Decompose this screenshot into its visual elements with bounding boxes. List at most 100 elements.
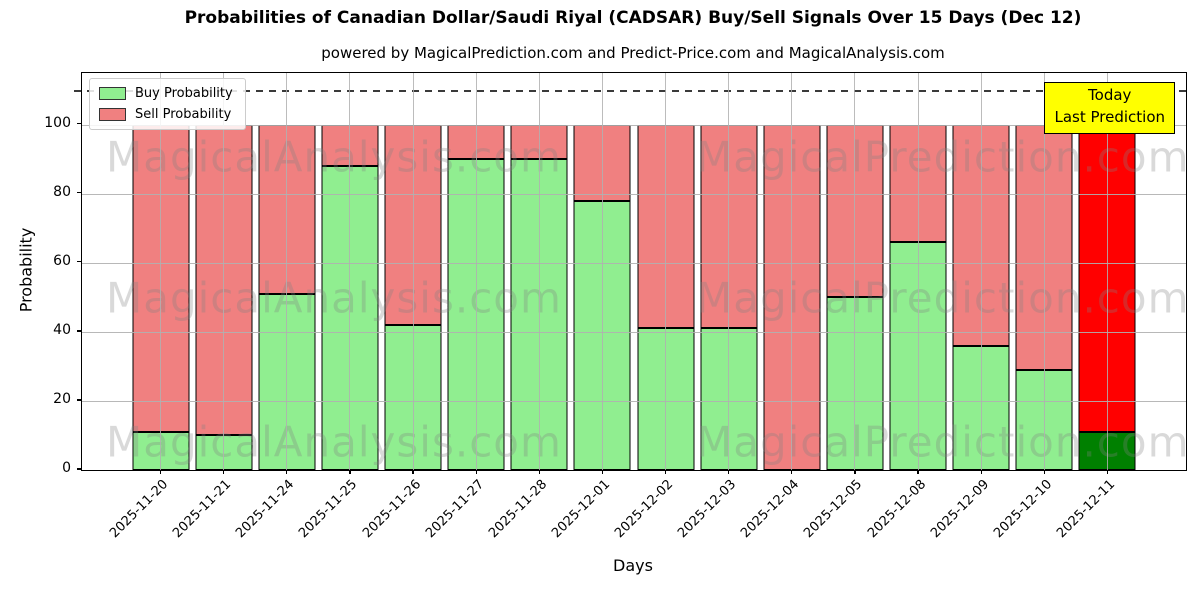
legend-swatch (99, 87, 126, 100)
x-tick-mark (728, 470, 730, 474)
x-tick-mark (791, 470, 793, 474)
x-tick-label: 2025-11-20 (107, 477, 172, 542)
y-gridline (82, 124, 1186, 126)
x-gridline (728, 73, 730, 470)
x-tick-mark (980, 470, 982, 474)
watermark-text: MagicalAnalysis.com (106, 132, 562, 182)
x-gridline (412, 73, 414, 470)
x-tick-label: 2025-12-01 (549, 477, 614, 542)
y-gridline (82, 400, 1186, 402)
watermark-text: MagicalAnalysis.com (106, 273, 562, 323)
annotation-line-2: Last Prediction (1054, 107, 1165, 126)
y-gridline (82, 262, 1186, 264)
x-tick-mark (349, 470, 351, 474)
today-annotation-box: Today Last Prediction (1044, 82, 1175, 134)
legend-entry: Sell Probability (99, 107, 233, 122)
x-tick-label: 2025-11-25 (296, 477, 361, 542)
x-tick-label: 2025-12-10 (990, 477, 1055, 542)
x-tick-mark (223, 470, 225, 474)
x-tick-label: 2025-12-03 (675, 477, 740, 542)
bar-group: 2025-12-02 (612, 73, 697, 541)
y-gridline (82, 193, 1186, 195)
x-gridline (349, 73, 351, 470)
bar-group: 2025-12-11 (1054, 73, 1139, 541)
x-axis-label: Days (613, 556, 653, 575)
x-tick-label: 2025-12-02 (612, 477, 677, 542)
y-tick-mark (77, 123, 81, 125)
x-tick-label: 2025-12-05 (801, 477, 866, 542)
y-tick-mark (77, 261, 81, 263)
plot-area: Buy Probability Sell Probability Today La… (74, 72, 1190, 541)
x-tick-mark (412, 470, 414, 474)
x-tick-label: 2025-11-28 (485, 477, 550, 542)
x-gridline (665, 73, 667, 470)
bar-group: 2025-11-26 (360, 73, 445, 541)
x-gridline (223, 73, 225, 470)
x-tick-mark (286, 470, 288, 474)
bar-group: 2025-12-08 (865, 73, 950, 541)
bar-group: 2025-12-04 (738, 73, 823, 541)
x-gridline (538, 73, 540, 470)
y-tick-mark (77, 468, 81, 470)
legend: Buy Probability Sell Probability (89, 78, 246, 130)
bar-group: 2025-11-28 (486, 73, 571, 541)
y-tick-label: 40 (53, 321, 71, 338)
threshold-dashed-line (74, 90, 1186, 92)
bars-area: 2025-11-20 2025-11-21 2025-11-24 2025-11-25… (107, 73, 1139, 541)
bar-group: 2025-11-25 (297, 73, 381, 541)
bar-group: 2025-12-10 (991, 73, 1076, 541)
bar-group: 2025-12-09 (928, 73, 1013, 541)
bar-group: 2025-11-24 (233, 73, 318, 541)
x-tick-label: 2025-11-21 (170, 477, 235, 542)
x-gridline (286, 73, 288, 470)
watermark-text: MagicalPrediction.com (696, 273, 1190, 323)
watermark-text: MagicalPrediction.com (696, 132, 1190, 182)
x-gridline (791, 73, 793, 470)
legend-label: Buy Probability (135, 86, 233, 101)
x-gridline (980, 73, 982, 470)
bar-group: 2025-12-05 (802, 73, 886, 541)
x-tick-mark (159, 470, 162, 474)
x-tick-label: 2025-11-24 (233, 477, 298, 542)
x-gridline (160, 73, 162, 470)
legend-swatch (99, 108, 126, 121)
bar-group: 2025-12-03 (675, 73, 760, 541)
bar-group: 2025-12-01 (549, 73, 634, 541)
x-tick-mark (1043, 470, 1045, 474)
watermark-text: MagicalPrediction.com (696, 417, 1190, 467)
x-tick-label: 2025-12-08 (864, 477, 929, 542)
y-tick-label: 80 (53, 183, 71, 200)
bar-group: 2025-11-21 (170, 73, 255, 541)
legend-label: Sell Probability (135, 107, 232, 122)
y-tick-mark (77, 399, 81, 401)
y-tick-mark (77, 192, 81, 194)
x-tick-label: 2025-11-26 (359, 477, 424, 542)
bar-group: 2025-11-20 (107, 73, 192, 541)
annotation-line-1: Today (1088, 86, 1132, 104)
x-tick-mark (475, 470, 477, 474)
x-gridline (1043, 73, 1045, 470)
x-gridline (854, 73, 856, 470)
x-gridline (917, 73, 919, 470)
chart-subtitle: powered by MagicalPrediction.com and Pre… (321, 44, 945, 62)
watermark-text: MagicalAnalysis.com (106, 417, 562, 467)
x-gridline (475, 73, 477, 470)
y-axis-label: Probability (16, 227, 36, 313)
y-tick-label: 60 (53, 252, 71, 269)
x-tick-mark (854, 470, 856, 474)
x-tick-label: 2025-12-11 (1054, 477, 1119, 542)
x-tick-label: 2025-12-04 (738, 477, 803, 542)
y-tick-label: 20 (53, 390, 71, 407)
y-tick-mark (77, 330, 81, 332)
y-gridline (82, 331, 1186, 333)
chart-title: Probabilities of Canadian Dollar/Saudi R… (184, 8, 1082, 28)
x-tick-mark (601, 470, 604, 474)
x-gridline (601, 73, 603, 470)
legend-entry: Buy Probability (99, 86, 233, 101)
x-tick-mark (1106, 470, 1109, 474)
y-tick-label: 0 (62, 460, 71, 476)
x-tick-mark (917, 470, 919, 474)
x-tick-mark (664, 470, 667, 474)
x-tick-label: 2025-11-27 (422, 477, 487, 542)
